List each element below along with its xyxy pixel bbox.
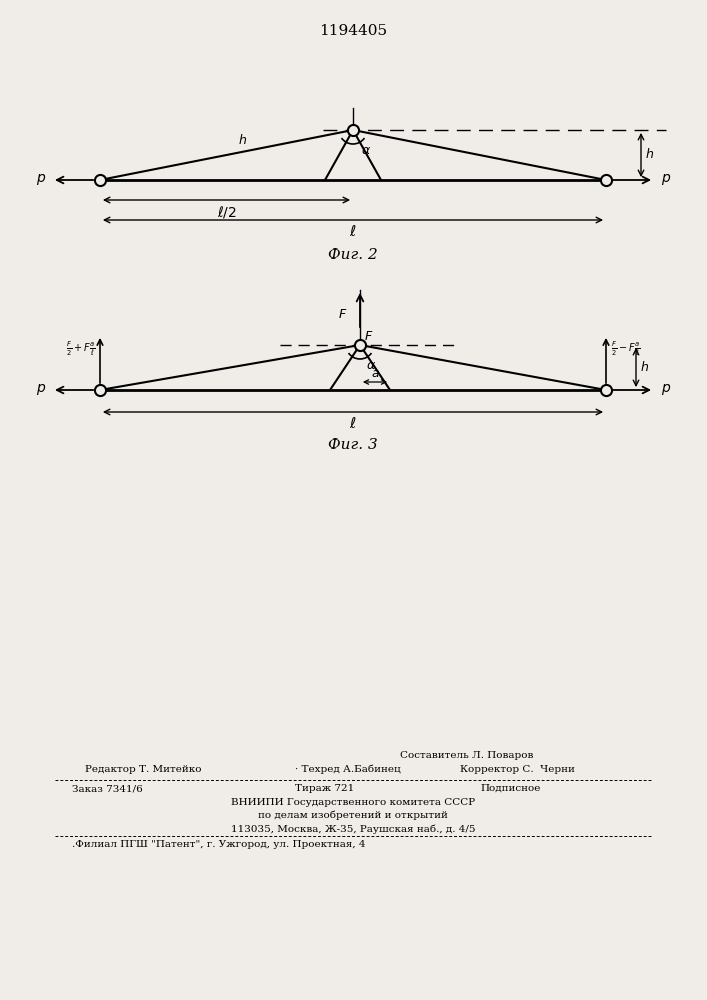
Text: a: a: [371, 367, 379, 380]
Text: $\alpha$: $\alpha$: [366, 359, 376, 372]
Text: Редактор Т. Митейко: Редактор Т. Митейко: [85, 765, 201, 774]
Text: .Филиал ПГШ "Патент", г. Ужгород, ул. Проектная, 4: .Филиал ПГШ "Патент", г. Ужгород, ул. Пр…: [72, 840, 366, 849]
Text: h: h: [238, 134, 246, 147]
Text: по делам изобретений и открытий: по делам изобретений и открытий: [258, 811, 448, 820]
Text: Заказ 7341/6: Заказ 7341/6: [72, 784, 143, 793]
Text: Подписное: Подписное: [480, 784, 540, 793]
Text: $\ell$: $\ell$: [349, 224, 357, 239]
Text: Фиг. 3: Фиг. 3: [328, 438, 378, 452]
Text: $\alpha$: $\alpha$: [361, 144, 371, 157]
Text: ВНИИПИ Государственного комитета СССР: ВНИИПИ Государственного комитета СССР: [231, 798, 475, 807]
Text: F: F: [365, 330, 373, 344]
Text: Фиг. 2: Фиг. 2: [328, 248, 378, 262]
Text: · Техред А.Бабинец: · Техред А.Бабинец: [295, 764, 401, 774]
Text: $\ell$: $\ell$: [349, 416, 357, 431]
Text: 1194405: 1194405: [319, 24, 387, 38]
Text: $\frac{F}{2}+F\frac{a}{\ell}$: $\frac{F}{2}+F\frac{a}{\ell}$: [66, 340, 95, 358]
Text: Тираж 721: Тираж 721: [295, 784, 354, 793]
Text: p: p: [661, 171, 670, 185]
Text: h: h: [646, 148, 654, 161]
Text: F: F: [339, 308, 346, 322]
Text: $\frac{F}{2}-F\frac{a}{\ell}$: $\frac{F}{2}-F\frac{a}{\ell}$: [611, 340, 641, 358]
Text: p: p: [36, 171, 45, 185]
Text: p: p: [36, 381, 45, 395]
Text: h: h: [641, 361, 649, 374]
Text: $\ell/2$: $\ell/2$: [217, 204, 236, 220]
Text: Составитель Л. Поваров: Составитель Л. Поваров: [400, 751, 533, 760]
Text: 113035, Москва, Ж-35, Раушская наб., д. 4/5: 113035, Москва, Ж-35, Раушская наб., д. …: [230, 824, 475, 834]
Text: Корректор С.  Черни: Корректор С. Черни: [460, 765, 575, 774]
Text: p: p: [661, 381, 670, 395]
